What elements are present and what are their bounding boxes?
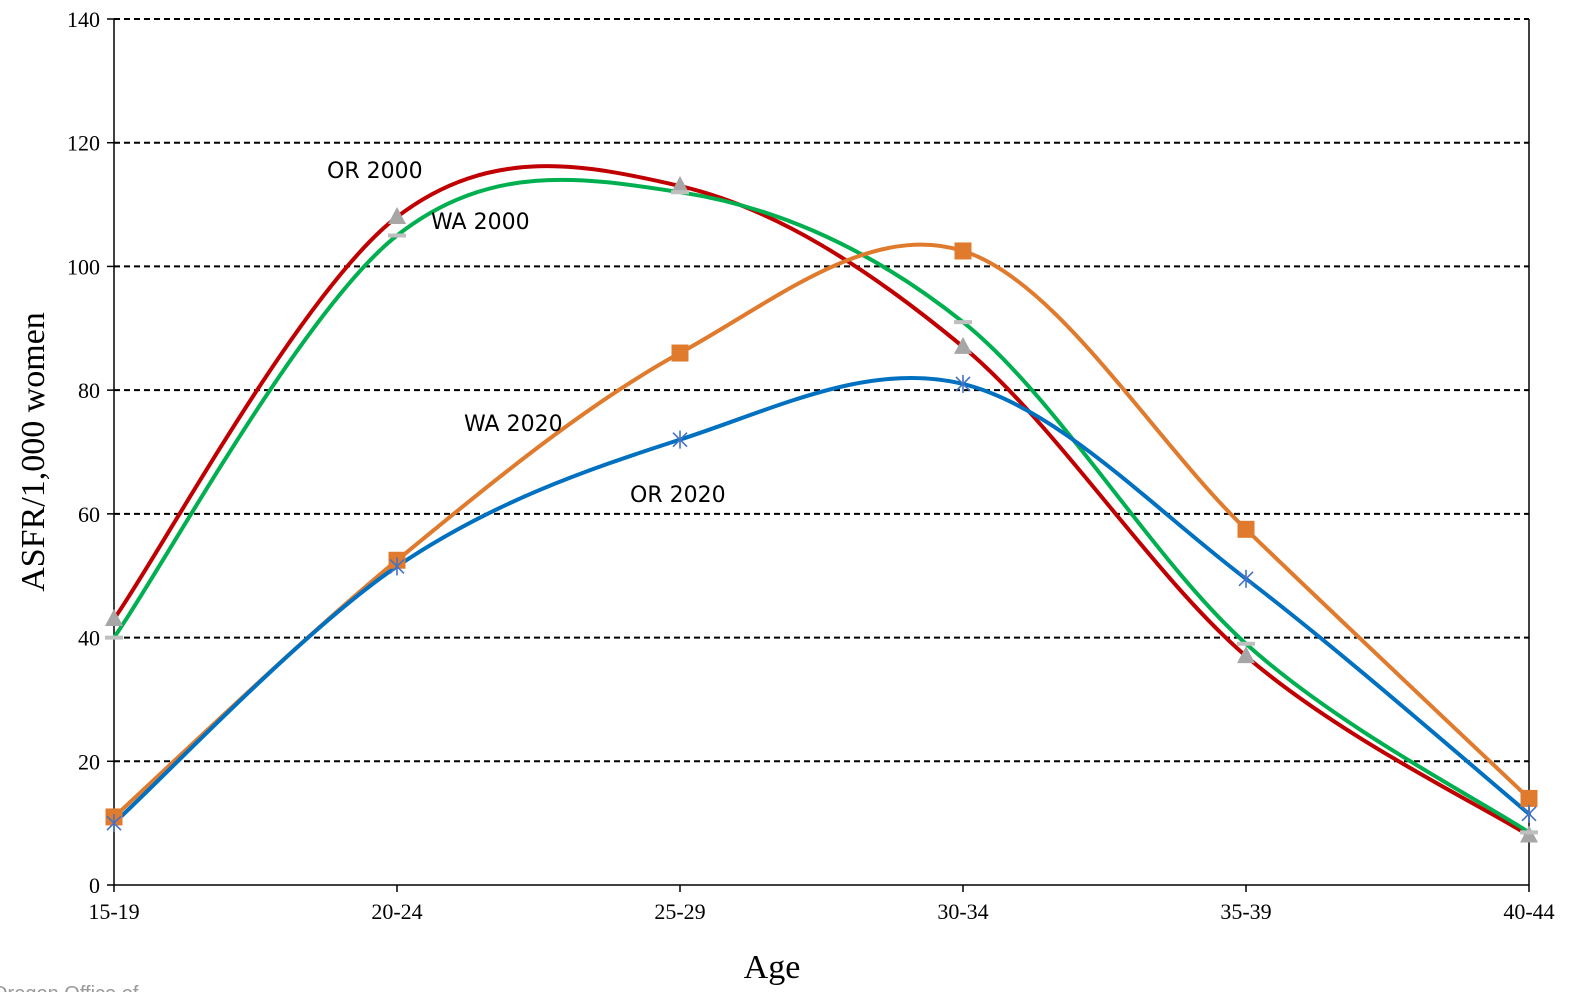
annotation-wa-2000: WA 2000 bbox=[431, 210, 530, 235]
marker-or-2020-40-44 bbox=[1521, 804, 1537, 823]
x-tick-label-15-19: 15-19 bbox=[88, 899, 139, 924]
marker-or-2020-35-39 bbox=[1238, 569, 1254, 588]
annotation-or-2000: OR 2000 bbox=[327, 159, 423, 184]
series-line-or-2000 bbox=[112, 164, 1531, 838]
y-tick-label-0: 0 bbox=[89, 873, 100, 898]
y-tick-label-60: 60 bbox=[78, 502, 100, 527]
y-tick-label-140: 140 bbox=[67, 7, 100, 32]
tick-labels: 0 20 40 60 80 100 120 140 15-19 20-24 25-29 30-34 35… bbox=[67, 7, 1555, 924]
axes bbox=[107, 18, 1530, 892]
x-tick-label-20-24: 20-24 bbox=[371, 899, 422, 924]
annotation-wa-2020: WA 2020 bbox=[464, 412, 563, 437]
x-axis-title: Age bbox=[744, 949, 801, 986]
y-tick-label-80: 80 bbox=[78, 378, 100, 403]
y-tick-label-20: 20 bbox=[78, 749, 100, 774]
series-line-wa-2000 bbox=[112, 177, 1531, 835]
y-tick-label-40: 40 bbox=[78, 626, 100, 651]
marker-or-2020-15-19 bbox=[106, 814, 122, 833]
y-tick-label-100: 100 bbox=[67, 254, 100, 279]
x-tick-label-35-39: 35-39 bbox=[1220, 899, 1271, 924]
series-line-or-2020 bbox=[112, 375, 1531, 826]
annotation-or-2020: OR 2020 bbox=[630, 483, 726, 508]
x-tick-label-30-34: 30-34 bbox=[937, 899, 988, 924]
marker-or-2020-25-29 bbox=[672, 430, 688, 449]
footer-credit: Oregon Office of bbox=[0, 983, 139, 992]
y-axis-title: ASFR/1,000 women bbox=[15, 312, 52, 592]
marker-wa-2020-25-29 bbox=[671, 344, 689, 362]
marker-wa-2020-30-34 bbox=[954, 242, 972, 260]
marker-or-2020-30-34 bbox=[955, 374, 971, 393]
marker-or-2000-35-39 bbox=[1237, 646, 1255, 664]
marker-or-2000-30-34 bbox=[954, 336, 972, 354]
marker-wa-2020-35-39 bbox=[1237, 520, 1255, 538]
x-tick-label-25-29: 25-29 bbox=[654, 899, 705, 924]
marker-or-2000-20-24 bbox=[388, 206, 406, 224]
marker-wa-2020-40-44 bbox=[1520, 789, 1538, 807]
series-markers bbox=[105, 176, 1538, 843]
series-lines bbox=[112, 164, 1531, 838]
gridlines bbox=[114, 18, 1529, 763]
marker-or-2000-15-19 bbox=[105, 609, 123, 627]
marker-or-2020-20-24 bbox=[389, 557, 405, 576]
marker-or-2000-25-29 bbox=[671, 176, 689, 194]
y-tick-label-120: 120 bbox=[67, 131, 100, 156]
x-tick-label-40-44: 40-44 bbox=[1503, 899, 1554, 924]
